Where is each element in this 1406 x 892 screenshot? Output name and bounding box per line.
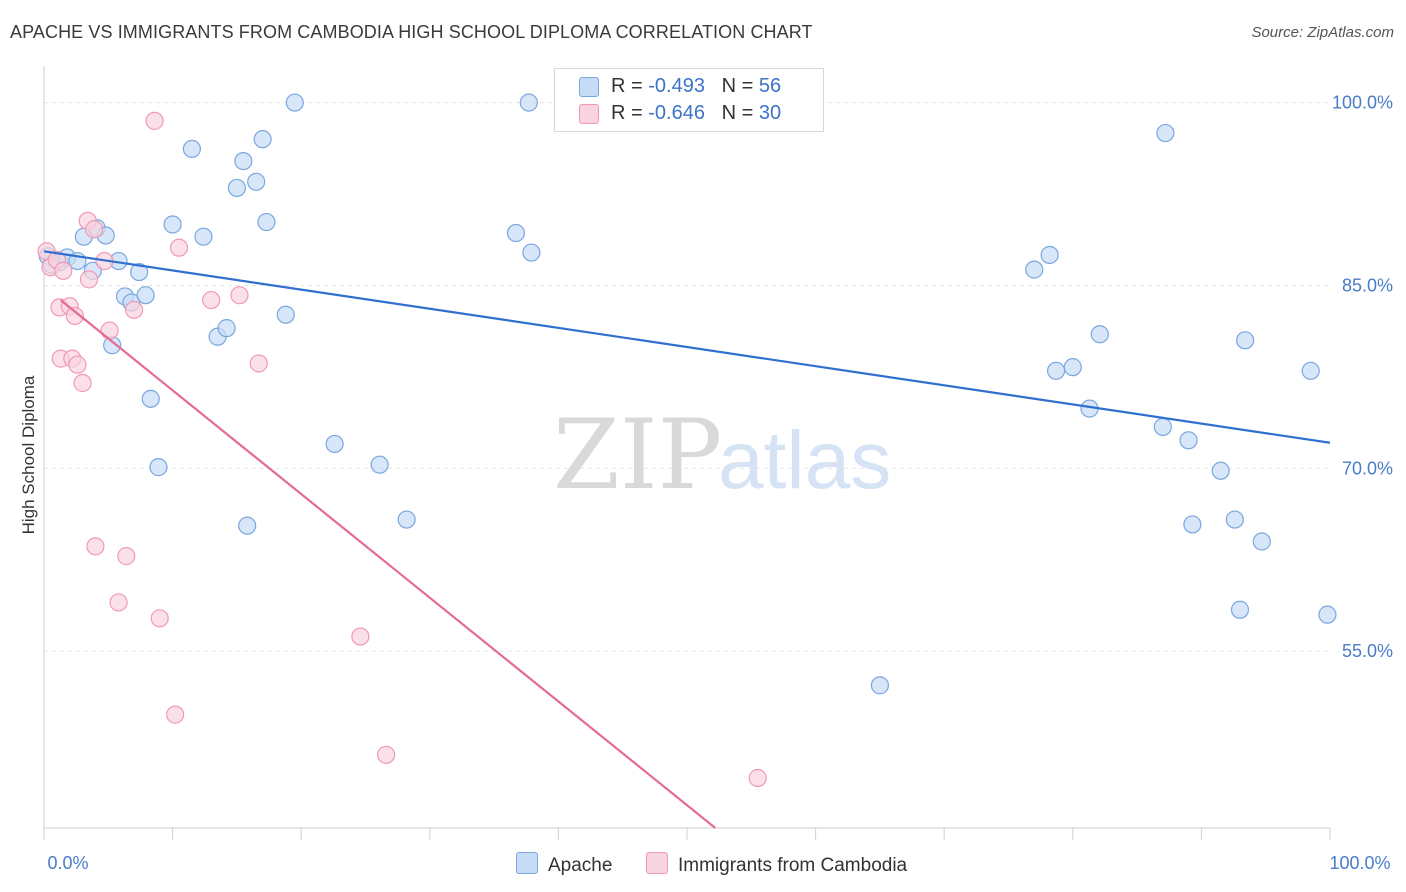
point-apache bbox=[130, 262, 149, 282]
bottom-legend-label-cambodia: Immigrants from Cambodia bbox=[678, 855, 908, 876]
point-apache bbox=[149, 458, 168, 477]
legend-swatch-apache bbox=[579, 77, 599, 97]
point-apache bbox=[1318, 605, 1337, 624]
point-apache bbox=[870, 676, 890, 695]
trend-line-apache bbox=[43, 250, 1331, 444]
y-axis-label: High School Diploma bbox=[19, 375, 38, 534]
point-apache bbox=[227, 178, 246, 198]
point-cambodia bbox=[145, 111, 164, 130]
watermark-zip: ZIP bbox=[553, 399, 722, 511]
point-cambodia bbox=[85, 220, 104, 239]
point-cambodia bbox=[124, 300, 144, 319]
point-cambodia bbox=[150, 609, 169, 628]
y-tick-label: 85.0% bbox=[1342, 275, 1393, 295]
trend-lines bbox=[43, 250, 1331, 829]
point-apache bbox=[1230, 600, 1250, 619]
legend-n-value: 30 bbox=[758, 102, 782, 124]
x-tick-label: 100.0% bbox=[1329, 853, 1390, 873]
point-apache bbox=[1183, 515, 1202, 534]
point-cambodia bbox=[65, 306, 84, 326]
point-apache bbox=[1025, 260, 1044, 279]
point-apache bbox=[141, 389, 160, 408]
point-cambodia bbox=[100, 321, 119, 340]
legend-r-label: R = bbox=[611, 102, 649, 124]
point-cambodia bbox=[73, 373, 92, 393]
point-apache bbox=[370, 455, 389, 474]
tick-labels: 55.0% 70.0% 85.0% 100.0% 0.0% 100.0% bbox=[47, 93, 1393, 873]
source-attribution: Source: ZipAtlas.com bbox=[1251, 24, 1394, 41]
y-tick-label: 55.0% bbox=[1342, 641, 1393, 661]
point-apache bbox=[1301, 361, 1320, 380]
point-cambodia bbox=[202, 290, 221, 310]
trend-line-cambodia bbox=[60, 299, 716, 829]
legend-n-label: N = bbox=[721, 75, 759, 97]
point-apache bbox=[1046, 361, 1066, 380]
x-tick-label: 0.0% bbox=[47, 853, 88, 873]
point-apache bbox=[522, 243, 541, 262]
point-cambodia bbox=[109, 593, 128, 612]
bottom-legend-swatch-cambodia bbox=[646, 852, 668, 874]
point-apache bbox=[194, 227, 213, 246]
point-cambodia bbox=[54, 261, 73, 280]
legend-r-value: -0.493 bbox=[648, 75, 705, 97]
bottom-legend-cambodia: Immigrants from Cambodia bbox=[646, 852, 907, 877]
point-apache bbox=[519, 93, 538, 112]
legend-row-cambodia: R = -0.646 N = 30 bbox=[611, 102, 781, 125]
point-apache bbox=[1090, 325, 1109, 344]
legend-r-label: R = bbox=[611, 75, 649, 97]
point-apache bbox=[257, 212, 276, 232]
point-cambodia bbox=[79, 270, 99, 289]
bottom-legend-apache: Apache bbox=[516, 852, 612, 877]
point-apache bbox=[1179, 431, 1198, 450]
point-cambodia bbox=[68, 355, 87, 374]
legend-row-apache: R = -0.493 N = 56 bbox=[611, 75, 781, 98]
point-cambodia bbox=[230, 286, 249, 305]
point-apache bbox=[234, 151, 253, 171]
point-apache bbox=[1040, 245, 1059, 265]
y-tick-label: 70.0% bbox=[1342, 458, 1393, 478]
point-apache bbox=[238, 516, 257, 535]
point-cambodia bbox=[748, 768, 767, 788]
point-apache bbox=[217, 319, 236, 338]
point-apache bbox=[1063, 358, 1082, 377]
watermark-atlas: atlas bbox=[718, 415, 891, 506]
point-apache bbox=[1156, 123, 1175, 143]
point-cambodia bbox=[117, 547, 136, 566]
point-cambodia bbox=[169, 238, 189, 257]
point-apache bbox=[1236, 331, 1255, 350]
point-cambodia bbox=[376, 745, 396, 764]
legend-n-label: N = bbox=[721, 102, 759, 124]
point-apache bbox=[506, 223, 526, 243]
point-apache bbox=[253, 130, 272, 149]
point-apache bbox=[182, 139, 201, 159]
point-apache bbox=[1252, 532, 1271, 551]
watermark: ZIP atlas bbox=[553, 399, 891, 511]
legend-r-value: -0.646 bbox=[648, 102, 705, 124]
bottom-legend-label-apache: Apache bbox=[548, 855, 613, 876]
point-apache bbox=[325, 434, 344, 454]
y-tick-label: 100.0% bbox=[1332, 93, 1393, 113]
point-cambodia bbox=[351, 627, 370, 646]
point-apache bbox=[136, 286, 155, 305]
legend-swatch-cambodia bbox=[579, 104, 599, 124]
data-points bbox=[37, 93, 1337, 788]
point-apache bbox=[285, 93, 304, 112]
point-apache bbox=[276, 305, 295, 324]
chart-title: APACHE VS IMMIGRANTS FROM CAMBODIA HIGH … bbox=[10, 22, 813, 42]
point-cambodia bbox=[86, 537, 105, 556]
point-cambodia bbox=[166, 705, 185, 724]
point-apache bbox=[163, 215, 182, 234]
point-cambodia bbox=[249, 354, 268, 373]
point-apache bbox=[1153, 417, 1172, 436]
axes bbox=[43, 66, 1331, 840]
correlation-legend: R = -0.493 N = 56 R = -0.646 N = 30 bbox=[554, 68, 824, 132]
point-apache bbox=[247, 172, 266, 191]
point-apache bbox=[1211, 461, 1230, 480]
point-apache bbox=[1225, 510, 1244, 529]
bottom-legend-swatch-apache bbox=[516, 852, 538, 874]
point-apache bbox=[397, 510, 416, 529]
legend-n-value: 56 bbox=[758, 75, 782, 97]
